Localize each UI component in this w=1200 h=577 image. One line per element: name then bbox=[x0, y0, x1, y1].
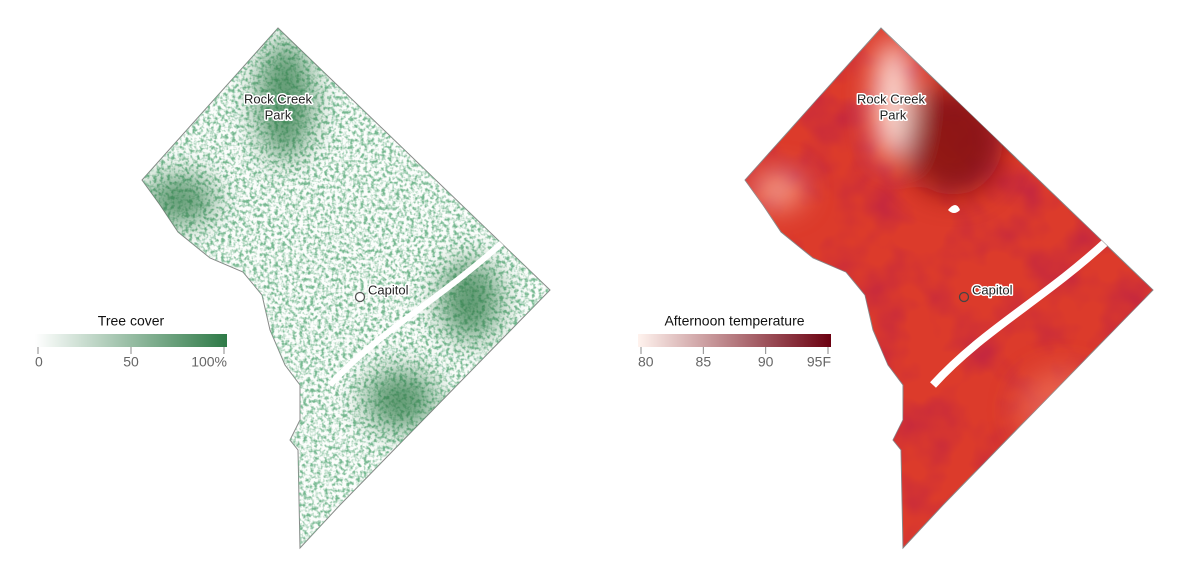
temp-texture bbox=[745, 28, 1153, 548]
tree-map: Rock Creek Park Capitol bbox=[141, 27, 551, 550]
legend-tick-label: 85 bbox=[696, 354, 712, 370]
legend-tick-label: 80 bbox=[638, 354, 654, 370]
legend-tick-label: 90 bbox=[758, 354, 774, 370]
legend-title: Tree cover bbox=[98, 313, 165, 329]
legend-bar bbox=[35, 334, 227, 347]
place-label: Park bbox=[265, 107, 292, 122]
legend-tick-label: 50 bbox=[123, 354, 139, 370]
legend-tick-label: 0 bbox=[35, 354, 43, 370]
place-label: Park bbox=[880, 107, 907, 122]
capitol-marker bbox=[354, 291, 366, 303]
place-label: Capitol bbox=[368, 282, 409, 297]
place-label: Rock Creek bbox=[244, 91, 312, 106]
place-label: Rock Creek bbox=[857, 91, 925, 106]
place-label: Capitol bbox=[972, 282, 1013, 297]
temp-map: Rock Creek Park Capitol bbox=[744, 27, 1154, 550]
legends: Tree cover 0 50 100% Afternoon temperature 80… bbox=[35, 313, 831, 370]
legend-title: Afternoon temperature bbox=[664, 313, 804, 329]
legend-tick-label: 100% bbox=[191, 354, 227, 370]
capitol-marker bbox=[958, 291, 970, 303]
tree-texture bbox=[142, 28, 550, 548]
legend-tick-label: 95F bbox=[807, 354, 831, 370]
legend-bar bbox=[638, 334, 831, 347]
